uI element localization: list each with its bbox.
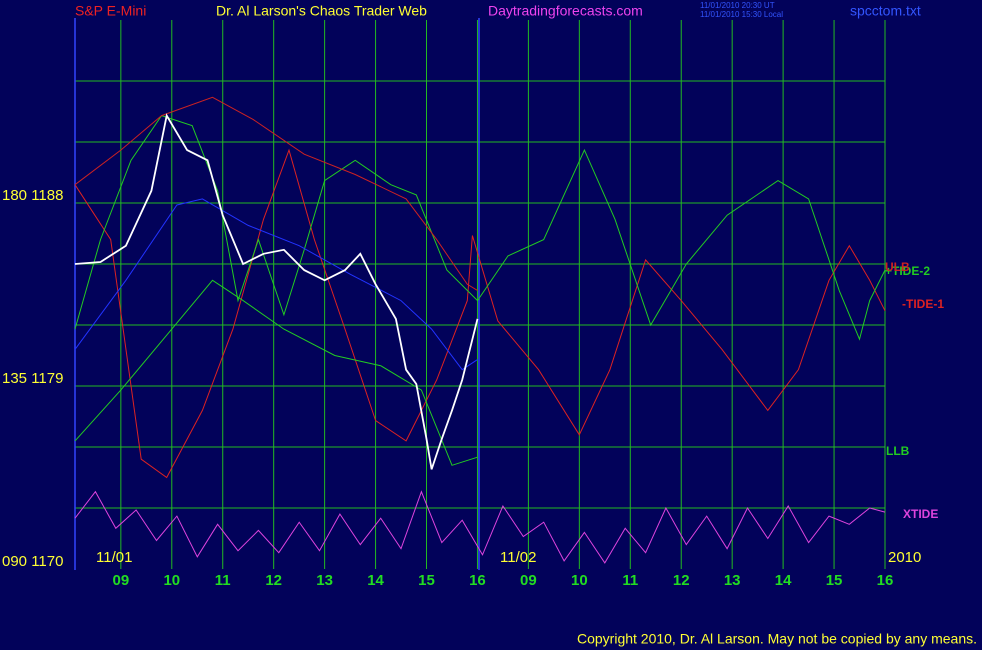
series-line xyxy=(74,148,886,479)
x-tick-label: 09 xyxy=(520,572,537,589)
x-tick-label: 16 xyxy=(469,572,486,589)
x-tick-label: 12 xyxy=(673,572,690,589)
labels: 180 1188 135 1179 090 1170 09 10 11 12 13 14 15 16… xyxy=(2,187,944,589)
date-label: 11/01 xyxy=(96,549,132,566)
x-tick-label: 16 xyxy=(877,572,894,589)
y-tick-label: 090 1170 xyxy=(2,553,63,570)
x-tick-label: 14 xyxy=(367,572,384,589)
file-name: spcctom.txt xyxy=(850,3,921,19)
date-label: 2010 xyxy=(888,549,921,566)
timestamp: 11/01/2010 15:30 Local xyxy=(700,10,783,19)
date-label: 11/02 xyxy=(500,549,536,566)
x-tick-label: 10 xyxy=(571,572,588,589)
x-tick-label: 10 xyxy=(163,572,180,589)
x-tick-label: 11 xyxy=(215,572,231,589)
series-label: -TIDE-1 xyxy=(902,297,944,311)
x-tick-label: 12 xyxy=(265,572,282,589)
series-line xyxy=(74,96,478,291)
chart-title: Dr. Al Larson's Chaos Trader Web xyxy=(216,3,427,19)
instrument: S&P E-Mini xyxy=(75,3,146,19)
series-label: LLB xyxy=(886,444,910,458)
series-line xyxy=(74,113,479,470)
timestamp: 11/01/2010 20:30 UT xyxy=(700,1,775,10)
y-tick-label: 180 1188 xyxy=(2,187,63,204)
series-line xyxy=(74,198,478,371)
y-tick-label: 135 1179 xyxy=(2,370,63,387)
series-line xyxy=(74,279,478,466)
series-lines xyxy=(74,96,886,564)
x-tick-label: 13 xyxy=(724,572,741,589)
x-tick-label: 14 xyxy=(775,572,792,589)
site: Daytradingforecasts.com xyxy=(488,3,643,19)
x-tick-label: 13 xyxy=(316,572,333,589)
x-tick-label: 11 xyxy=(622,572,638,589)
series-line xyxy=(74,490,886,564)
series-label: ULB xyxy=(885,260,910,274)
x-tick-label: 09 xyxy=(113,572,130,589)
x-tick-label: 15 xyxy=(418,572,435,589)
series-label: XTIDE xyxy=(903,507,938,521)
x-tick-label: 15 xyxy=(826,572,843,589)
copyright: Copyright 2010, Dr. Al Larson. May not b… xyxy=(577,631,977,647)
grid xyxy=(75,20,886,569)
series-label: +TIDE-2 xyxy=(885,264,930,278)
